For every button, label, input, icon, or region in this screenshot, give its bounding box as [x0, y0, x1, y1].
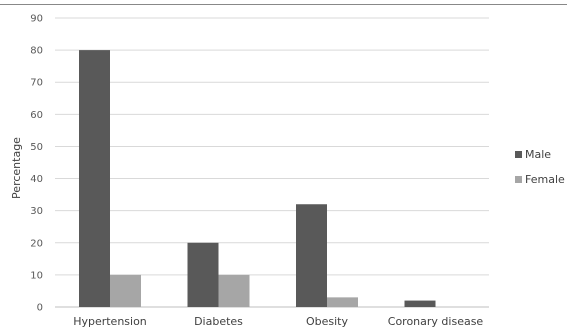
y-tick-label: 10	[30, 270, 43, 281]
y-tick-label: 40	[30, 174, 43, 185]
bar-male-diabetes	[187, 242, 219, 307]
legend-label-female: Female	[525, 173, 565, 186]
y-tick-label: 80	[30, 46, 43, 57]
y-tick-label: 30	[30, 206, 43, 217]
legend-swatch-female	[515, 176, 522, 183]
legend: Male Female	[515, 148, 565, 186]
bar-female-diabetes	[218, 274, 250, 307]
y-tick-label: 90	[30, 14, 43, 25]
y-tick-label: 20	[30, 238, 43, 249]
y-tick-labels: 0 10 20 30 40 50 60 70 80 90	[30, 14, 43, 314]
y-tick-label: 60	[30, 110, 43, 121]
bar-male-obesity	[296, 204, 327, 307]
bars	[79, 50, 436, 307]
category-label: Coronary disease	[388, 315, 484, 328]
category-label: Diabetes	[194, 315, 243, 328]
gridlines	[55, 17, 489, 308]
bar-female-hypertension	[110, 274, 141, 307]
y-tick-label: 0	[37, 303, 43, 314]
top-divider	[0, 4, 567, 5]
legend-label-male: Male	[525, 148, 551, 161]
legend-swatch-male	[515, 151, 522, 158]
y-tick-label: 70	[30, 78, 43, 89]
category-labels: Hypertension Diabetes Obesity Coronary dise…	[73, 315, 483, 328]
y-tick-label: 50	[30, 142, 43, 153]
bar-female-obesity	[327, 297, 358, 307]
category-label: Obesity	[306, 315, 349, 328]
y-axis-label: Percentage	[10, 137, 23, 199]
bar-male-coronary-disease	[404, 300, 436, 307]
category-label: Hypertension	[73, 315, 147, 328]
bar-male-hypertension	[79, 50, 110, 307]
